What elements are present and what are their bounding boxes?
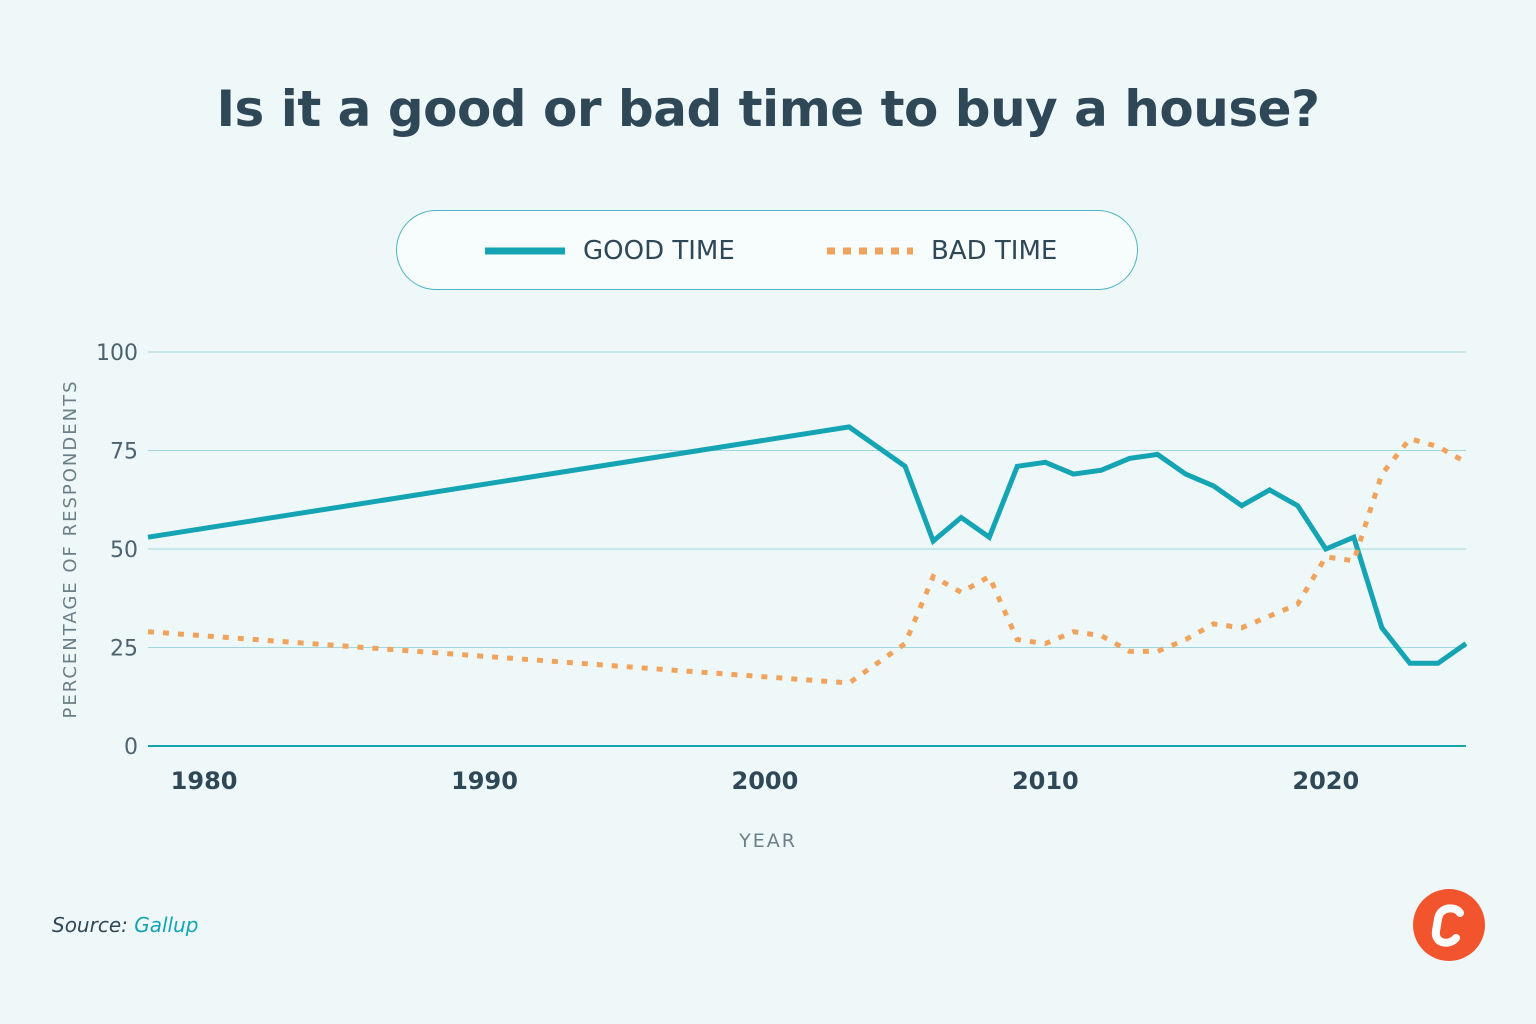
chart-legend: GOOD TIME BAD TIME <box>396 210 1138 290</box>
source-label: Source: <box>52 913 128 937</box>
x-axis-label: YEAR <box>738 830 797 852</box>
series-line-bad-time <box>147 435 1468 686</box>
x-tick-label-1990: 1990 <box>451 767 518 795</box>
source-link[interactable]: Gallup <box>134 913 199 937</box>
legend-item-good: GOOD TIME <box>485 211 735 291</box>
y-axis-label: PERCENTAGE OF RESPONDENTS <box>60 379 81 718</box>
legend-item-bad: BAD TIME <box>827 211 1057 291</box>
x-tick-label-2000: 2000 <box>732 767 799 795</box>
legend-label-good: GOOD TIME <box>583 236 735 266</box>
line-chart: 0 25 50 75 100 1980 1990 2000 2010 2020 YEAR PERCEN… <box>60 341 1468 852</box>
legend-swatch-bad <box>827 247 913 255</box>
series-line-good-time <box>147 424 1468 666</box>
y-tick-label-25: 25 <box>110 637 138 662</box>
y-tick-label-100: 100 <box>96 341 138 366</box>
y-tick-label-0: 0 <box>124 735 138 760</box>
source-note: Source: Gallup <box>52 913 198 937</box>
y-tick-label-50: 50 <box>110 538 138 563</box>
x-tick-label-2020: 2020 <box>1292 767 1359 795</box>
x-tick-label-2010: 2010 <box>1012 767 1079 795</box>
chart-title: Is it a good or bad time to buy a house? <box>216 80 1320 138</box>
brand-logo-icon <box>1413 889 1485 961</box>
legend-label-bad: BAD TIME <box>931 236 1058 266</box>
legend-swatch-good <box>485 247 565 255</box>
x-tick-label-1980: 1980 <box>171 767 238 795</box>
y-tick-label-75: 75 <box>110 440 138 465</box>
